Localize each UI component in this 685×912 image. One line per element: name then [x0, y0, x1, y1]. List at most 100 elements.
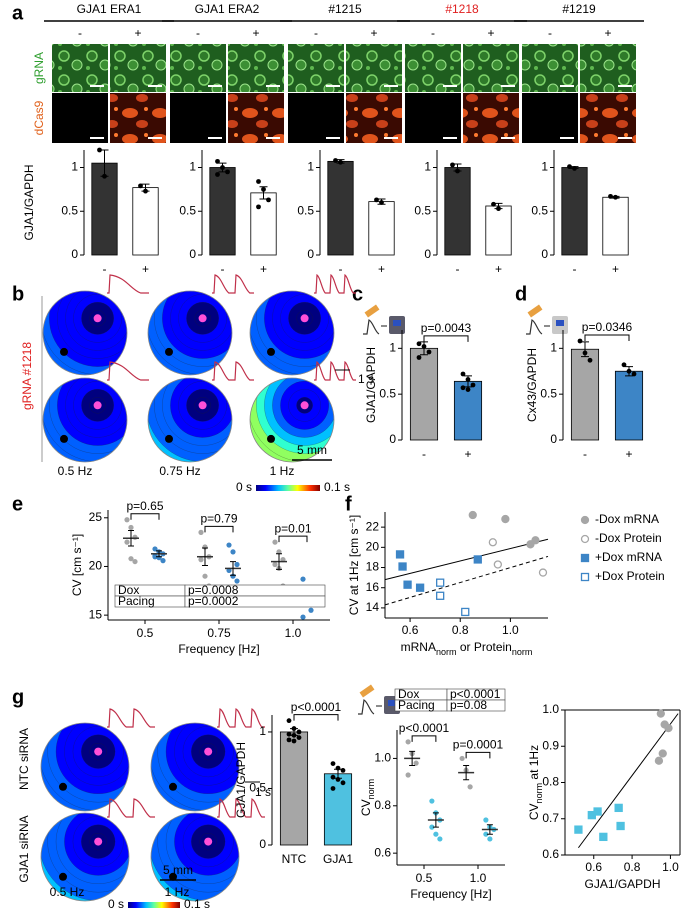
data-point: [330, 786, 336, 791]
data-point: [631, 371, 637, 377]
recording-site: [169, 872, 177, 881]
bar: [279, 731, 309, 846]
data-point: [465, 377, 471, 382]
y-tick-label: 1.0: [374, 751, 391, 765]
panel-label: d: [515, 283, 527, 305]
table-text: p<0.0001: [450, 687, 501, 701]
data-point: [300, 614, 306, 620]
y-tick-label: 15: [89, 607, 103, 621]
recording-site: [59, 872, 67, 881]
icon-screen: [388, 700, 396, 706]
pacing-site: [300, 401, 309, 410]
data-point: [626, 368, 632, 374]
bar: [323, 773, 353, 846]
ap-trace: [217, 798, 265, 818]
data-point: [138, 183, 143, 189]
y-axis-label: CV [cm s⁻¹]: [70, 534, 84, 596]
condition-label: +: [604, 26, 611, 40]
data-point: [654, 756, 664, 765]
data-point: [455, 168, 460, 174]
map-outline: [40, 722, 130, 812]
y-tick-label: 0: [424, 247, 431, 261]
data-point: [468, 510, 477, 520]
dcas9-image: [522, 93, 578, 143]
data-point: [538, 568, 548, 577]
data-point: [429, 798, 435, 804]
legend-label: -Dox Protein: [595, 531, 662, 545]
data-point: [276, 549, 282, 555]
y-tick-label: 1.0: [542, 702, 559, 716]
p-value: p=0.0043: [421, 321, 472, 335]
data-point: [198, 557, 204, 563]
x-tick-label: +: [625, 447, 632, 461]
data-point: [308, 607, 314, 613]
data-point: [296, 729, 302, 735]
fit-line: [384, 538, 549, 581]
row-title: gRNA #1218: [20, 342, 34, 410]
panel-label: b: [12, 283, 24, 305]
data-point: [374, 197, 379, 203]
data-point: [272, 539, 278, 545]
y-tick-label: 0: [550, 432, 557, 446]
data-point: [587, 357, 593, 363]
bar: [602, 196, 629, 256]
pacing-site: [93, 401, 102, 410]
data-point: [220, 165, 225, 170]
data-point: [656, 709, 665, 718]
significance-bracket: [278, 535, 308, 543]
x-tick-label: -: [583, 447, 587, 461]
y-tick-label: 1: [307, 160, 314, 174]
dcas9-image: [463, 93, 519, 143]
data-point: [459, 755, 465, 762]
p-value: p=0.0001: [453, 738, 504, 752]
y-tick-label: 0: [307, 247, 314, 261]
ap-trace: [212, 361, 254, 381]
y-tick-label: 0.5: [61, 203, 78, 217]
x-tick-label: +: [142, 262, 149, 276]
pacing-site: [94, 747, 103, 756]
time-scale: 1 s: [255, 785, 271, 799]
data-point: [234, 561, 240, 568]
data-point: [132, 534, 138, 540]
table-text: Dox: [398, 687, 419, 701]
legend-label: -Dox mRNA: [595, 512, 659, 526]
table-text: p=0.0002: [188, 594, 239, 608]
data-point: [413, 760, 419, 766]
panel-label: a: [12, 2, 24, 24]
data-point: [286, 718, 292, 724]
table-cell: [184, 595, 326, 608]
icon-trace: [526, 319, 543, 335]
y-tick-label: 20: [366, 540, 380, 554]
y-tick-label: 0: [189, 247, 196, 261]
data-point: [405, 772, 411, 778]
data-point: [296, 735, 302, 741]
bar: [132, 187, 159, 256]
colorbar: [256, 485, 320, 491]
data-point: [437, 836, 443, 842]
data-point: [330, 761, 336, 767]
pacing-site: [204, 747, 213, 756]
condition-label: +: [252, 26, 259, 40]
data-point: [621, 362, 627, 368]
dcas9-image: [110, 93, 166, 143]
data-point: [473, 555, 482, 564]
data-point: [198, 529, 204, 535]
bar: [409, 347, 439, 441]
data-point: [335, 777, 341, 782]
error-bar: [128, 529, 134, 547]
data-point: [483, 817, 489, 823]
data-point: [613, 194, 618, 200]
condition-label: -: [314, 26, 318, 40]
bar: [444, 167, 471, 256]
x-tick-label: -: [456, 262, 460, 276]
error-bar: [486, 824, 493, 835]
condition-label: -: [78, 26, 82, 40]
bar: [614, 370, 644, 441]
data-point: [340, 767, 346, 773]
grna-image: [580, 44, 636, 92]
map-outline: [249, 377, 335, 463]
row-label: dCas9: [32, 100, 46, 135]
dcas9-image: [346, 93, 402, 143]
legend-marker: [580, 515, 590, 525]
